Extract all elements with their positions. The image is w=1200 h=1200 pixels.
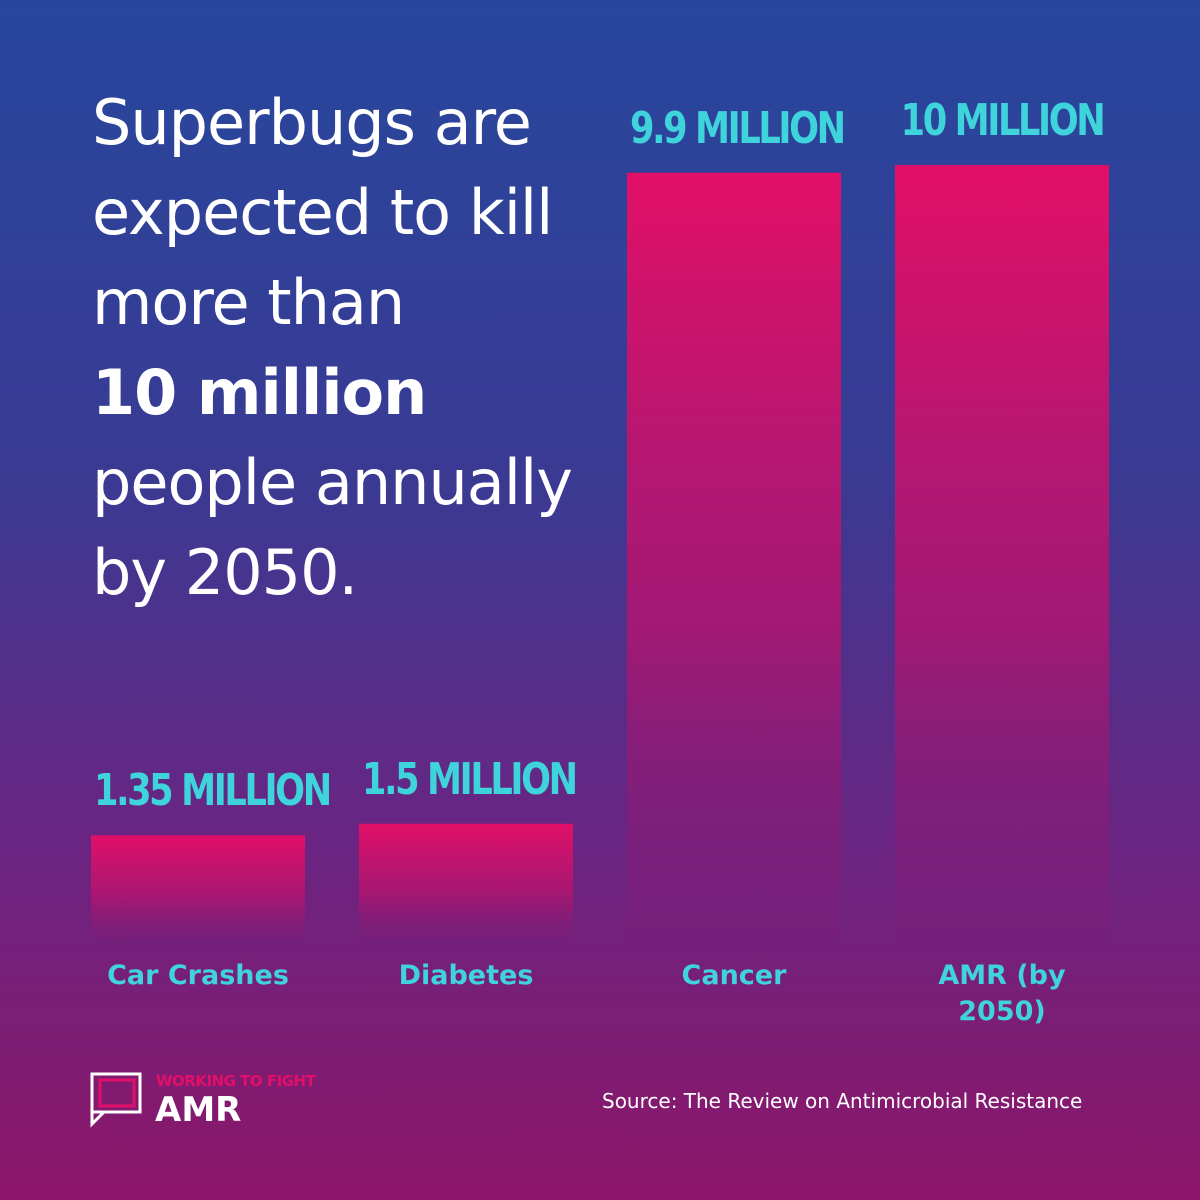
value-label: 10 MILLION (900, 95, 1106, 146)
headline-line: more than (92, 266, 405, 339)
category-label: AMR (by 2050) (938, 960, 1066, 1027)
logo-tagline: WORKING TO FIGHT (156, 1072, 316, 1090)
value-label: 1.5 MILLION (362, 753, 578, 805)
value-label: 1.35 MILLION (94, 765, 332, 817)
logo-icon (90, 1072, 142, 1128)
bar (627, 172, 841, 940)
logo-name: AMR (155, 1090, 242, 1130)
headline-line: by 2050. (92, 536, 358, 609)
headline-line: Superbugs are (92, 86, 532, 159)
category-label: Cancer (681, 960, 787, 991)
headline-line: 10 million (92, 356, 427, 429)
source-note: Source: The Review on Antimicrobial Resi… (602, 1089, 1083, 1113)
headline-line: people annually (92, 446, 573, 519)
bar (895, 165, 1109, 940)
value-label: 9.9 MILLION (630, 102, 846, 154)
headline: Superbugs are expected to kill more than… (92, 78, 573, 618)
category-label: Car Crashes (107, 960, 289, 991)
bar (91, 835, 305, 940)
bar (359, 823, 573, 940)
category-label: Diabetes (398, 960, 534, 991)
headline-line: expected to kill (92, 176, 553, 249)
